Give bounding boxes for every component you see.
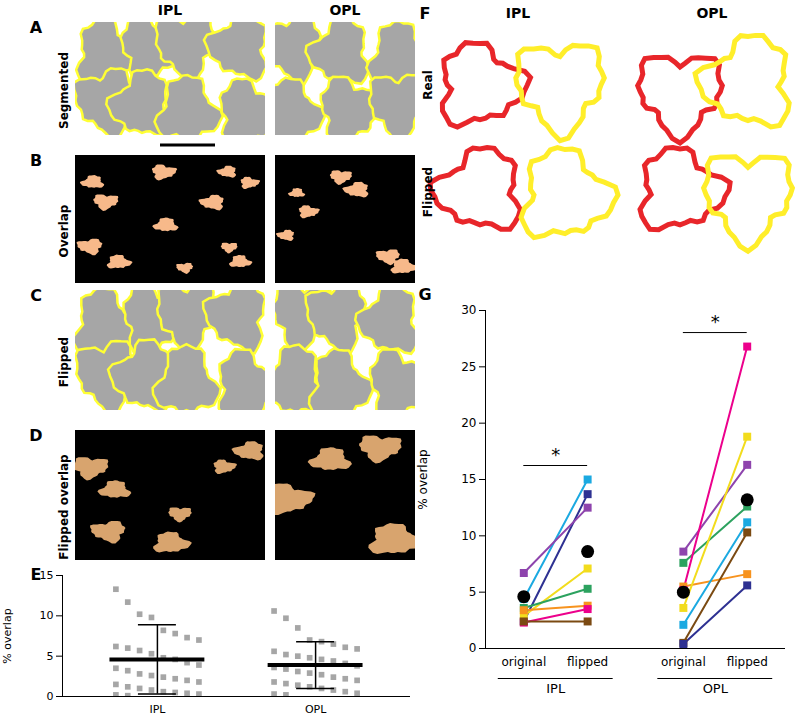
- svg-text:A: A: [30, 18, 43, 37]
- svg-text:5: 5: [469, 585, 477, 599]
- svg-text:% overlap: % overlap: [1, 608, 14, 663]
- svg-text:flipped: flipped: [727, 655, 768, 669]
- svg-text:IPL: IPL: [158, 2, 182, 18]
- svg-text:% overlap: % overlap: [416, 449, 430, 509]
- svg-text:B: B: [30, 151, 42, 170]
- svg-text:Segmented: Segmented: [57, 52, 71, 129]
- svg-text:OPL: OPL: [329, 2, 360, 18]
- svg-text:Flipped overlap: Flipped overlap: [57, 454, 71, 560]
- svg-text:IPL: IPL: [506, 5, 530, 21]
- svg-text:Real: Real: [421, 70, 435, 100]
- svg-text:C: C: [30, 286, 42, 305]
- svg-text:10: 10: [461, 529, 476, 543]
- svg-text:OPL: OPL: [703, 681, 729, 696]
- svg-text:15: 15: [461, 472, 476, 486]
- svg-text:15: 15: [40, 569, 54, 582]
- svg-text:Flipped: Flipped: [421, 167, 435, 217]
- svg-text:*: *: [551, 444, 560, 465]
- svg-text:OPL: OPL: [305, 703, 327, 716]
- svg-text:10: 10: [40, 609, 54, 622]
- svg-text:IPL: IPL: [546, 681, 566, 696]
- svg-text:E: E: [30, 564, 42, 584]
- svg-text:5: 5: [47, 650, 54, 663]
- svg-text:Overlap: Overlap: [57, 204, 71, 257]
- svg-text:original: original: [501, 655, 546, 669]
- svg-text:Flipped: Flipped: [57, 337, 71, 387]
- svg-text:20: 20: [461, 416, 476, 430]
- svg-text:0: 0: [47, 690, 54, 703]
- svg-text:IPL: IPL: [149, 703, 166, 716]
- svg-text:25: 25: [461, 360, 476, 374]
- svg-text:30: 30: [461, 303, 476, 317]
- svg-text:0: 0: [469, 641, 477, 655]
- svg-text:D: D: [29, 426, 42, 445]
- svg-text:*: *: [711, 311, 720, 332]
- svg-text:G: G: [418, 285, 431, 304]
- svg-text:original: original: [661, 655, 706, 669]
- svg-text:F: F: [420, 4, 431, 23]
- svg-text:flipped: flipped: [567, 655, 608, 669]
- svg-text:OPL: OPL: [696, 5, 727, 21]
